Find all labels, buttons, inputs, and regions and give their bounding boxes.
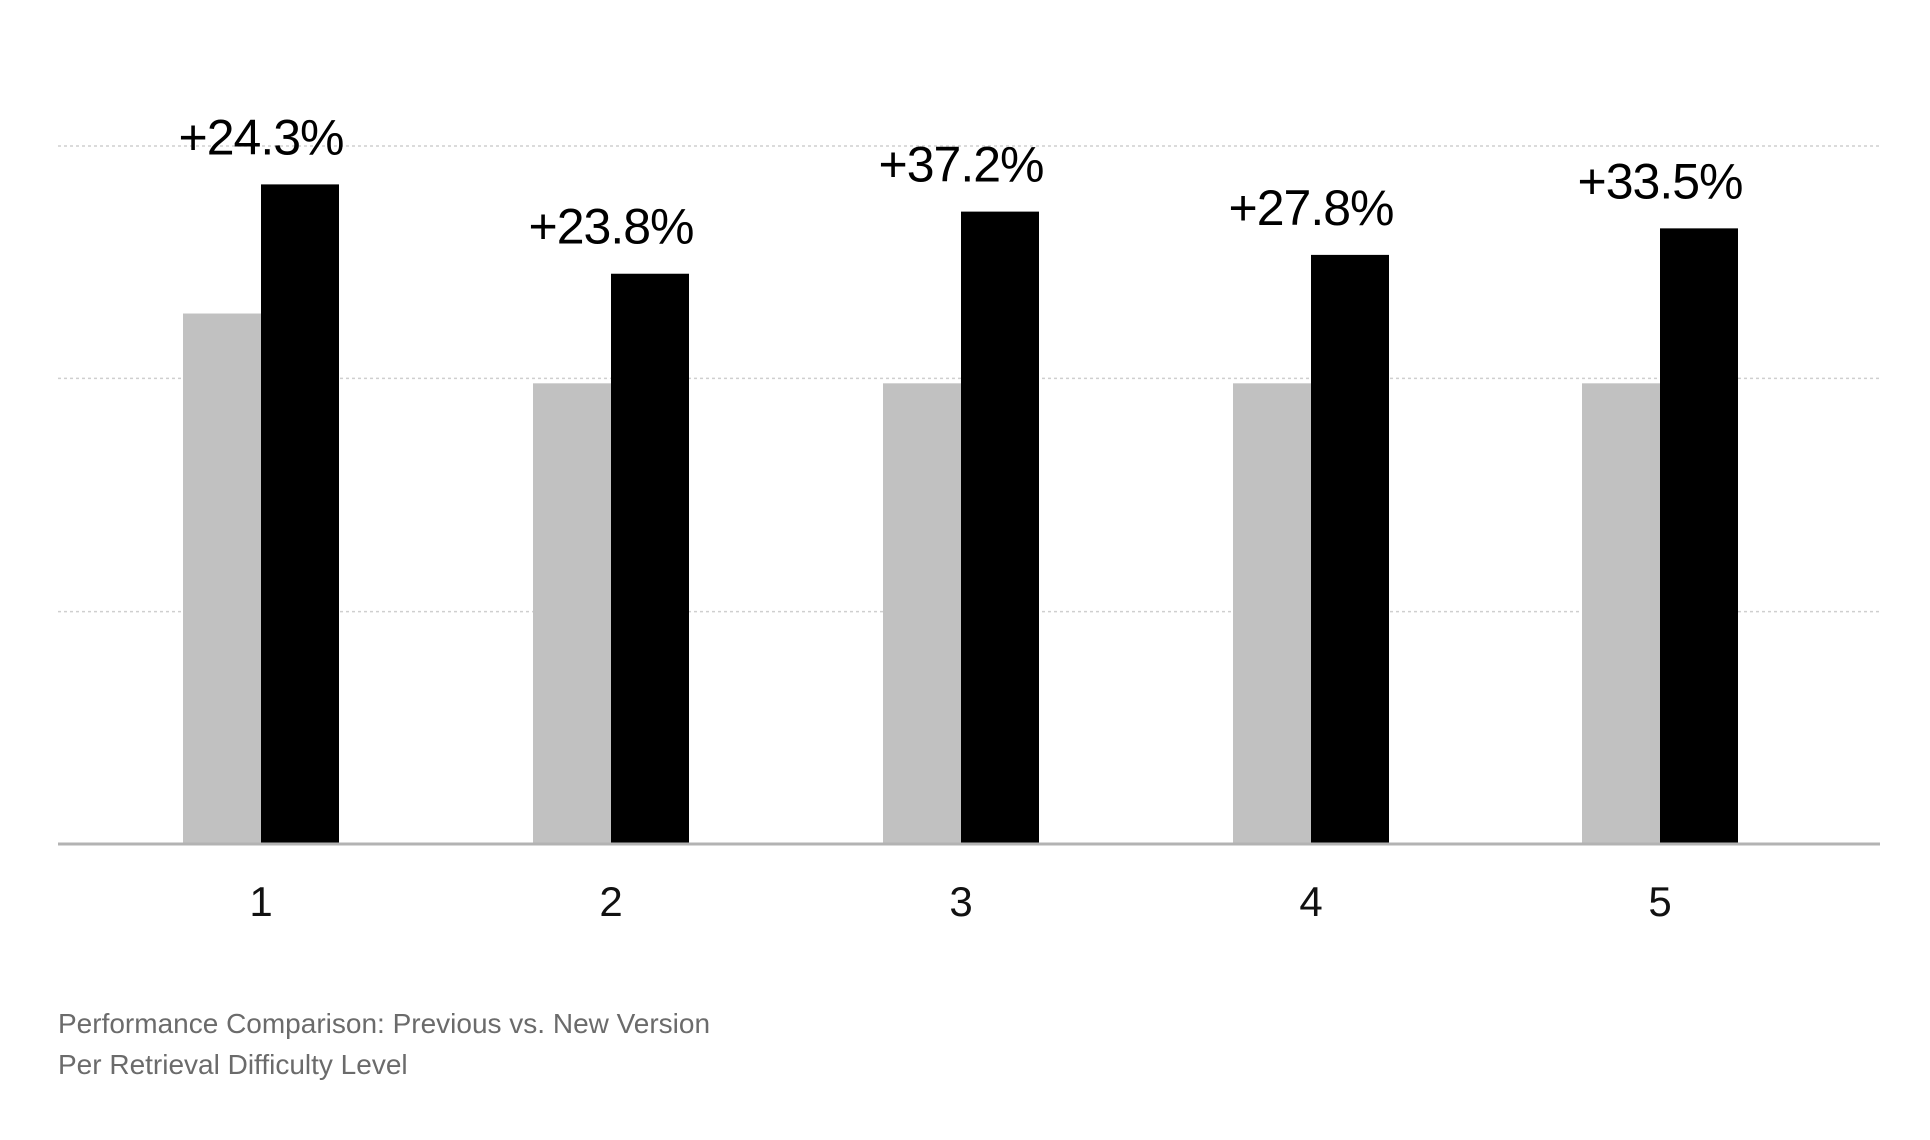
improvement-label-2: +23.8% [529,199,694,255]
bar-previous-4 [1233,383,1311,844]
bar-new-5 [1660,228,1738,844]
improvement-label-1: +24.3% [179,109,344,165]
x-tick-label-4: 4 [1299,878,1322,925]
bar-new-1 [261,184,339,844]
bar-new-3 [961,211,1039,844]
x-tick-label-5: 5 [1648,878,1671,925]
x-tick-label-1: 1 [249,878,272,925]
improvement-label-3: +37.2% [879,137,1044,193]
data-labels: +24.3% +23.8% +37.2% +27.8% +33.5% [179,109,1744,255]
gridlines [58,145,1880,613]
bar-previous-5 [1582,383,1660,844]
x-tick-labels: 1 2 3 4 5 [249,878,1671,925]
x-tick-label-2: 2 [599,878,622,925]
bar-previous-3 [883,383,961,844]
chart-caption-subtitle: Per Retrieval Difficulty Level [58,1049,408,1080]
x-tick-label-3: 3 [949,878,972,925]
improvement-label-5: +33.5% [1578,153,1743,209]
chart-caption-title: Performance Comparison: Previous vs. New… [58,1008,711,1039]
bar-previous-2 [533,383,611,844]
bar-new-4 [1311,254,1389,844]
bars [183,184,1738,844]
bar-new-2 [611,273,689,844]
bar-previous-1 [183,313,261,844]
improvement-label-4: +27.8% [1229,180,1394,236]
